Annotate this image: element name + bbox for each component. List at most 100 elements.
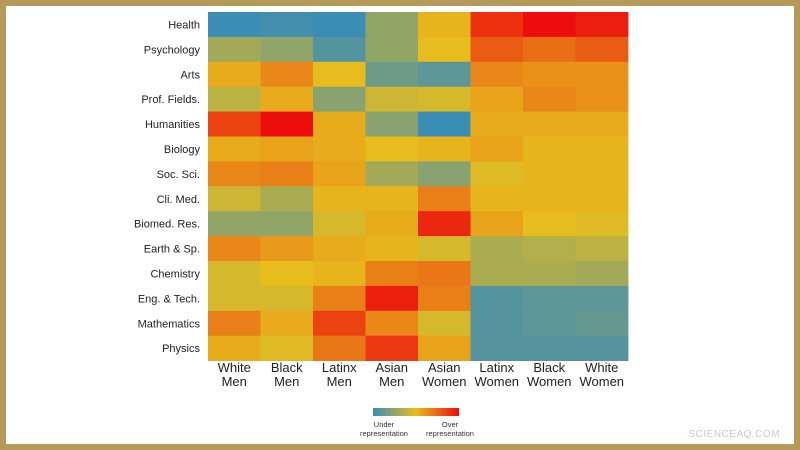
legend-color-bar [373,408,459,416]
heatmap-cell [575,12,629,38]
column-label: Black [271,360,303,375]
heatmap-cell [575,61,629,88]
column-label: Women [527,374,572,389]
heatmap-cell [418,285,471,312]
heatmap-cell [260,136,314,162]
heatmap-cell [260,86,314,112]
heatmap-cell [208,236,261,262]
heatmap-cell [260,236,314,262]
heatmap-cell [260,61,314,88]
heatmap-cell [365,236,419,262]
heatmap-cell [575,111,629,137]
heatmap-cell [260,111,314,137]
heatmap-cell [313,285,366,312]
heatmap-cell [418,211,471,237]
heatmap-cell [470,136,524,162]
heatmap-chart: Health Psychology Arts Prof. Fields. Humanit… [134,12,629,438]
heatmap-cell [418,186,471,212]
heatmap-cell [208,136,261,162]
heatmap-cell [575,236,629,262]
heatmap-cell [313,310,366,337]
heatmap-cell [313,236,366,262]
heatmap-cell [418,36,471,63]
heatmap-cell [313,161,366,187]
heatmap-cell [313,86,366,112]
heatmap-cell [260,310,314,337]
column-labels: WhiteMenBlackMenLatinxMenAsianMenAsianWo… [218,360,624,389]
heatmap-cell [523,136,576,162]
heatmap-cell [470,211,524,237]
row-label: Earth & Sp. [144,244,200,256]
heatmap-cell [260,161,314,187]
heatmap-cell [418,310,471,337]
legend-low-label-line2: representation [360,429,408,438]
row-label: Mathematics [138,318,201,330]
heatmap-cell [470,310,524,337]
row-label: Eng. & Tech. [138,293,200,305]
heatmap-cell [523,161,576,187]
color-legend: Under representation Over representation [360,408,474,438]
heatmap-cell [208,111,261,137]
column-label: Black [533,360,565,375]
heatmap-cell [470,111,524,137]
heatmap-cell [575,261,629,287]
heatmap-cell [208,335,261,361]
heatmap-cell [365,186,419,212]
heatmap-cell [313,111,366,137]
row-label: Biology [164,144,201,156]
row-label: Soc. Sci. [157,169,200,181]
row-label: Biomed. Res. [134,219,200,231]
heatmap-cell [575,285,629,312]
heatmap-cell [470,335,524,361]
column-label: Latinx [322,360,357,375]
heatmap-cell [523,111,576,137]
heatmap-cell [208,310,261,337]
column-label: Asian [428,360,461,375]
heatmap-cell [208,186,261,212]
heatmap-cell [208,36,261,63]
column-label: Men [379,374,404,389]
heatmap-cell [523,310,576,337]
heatmap-cell [418,111,471,137]
heatmap-cell [313,335,366,361]
heatmap-cell [208,161,261,187]
heatmap-cell [260,186,314,212]
heatmap-cell [523,186,576,212]
slide-frame: Health Psychology Arts Prof. Fields. Humanit… [6,6,794,444]
heatmap-cell [575,86,629,112]
heatmap-cell [418,236,471,262]
heatmap-cell [208,61,261,88]
legend-low-label-line1: Under [374,420,395,429]
heatmap-cell [313,136,366,162]
heatmap-cell [313,211,366,237]
heatmap-cell [523,86,576,112]
row-label: Humanities [145,119,201,131]
heatmap-cell [365,285,419,312]
heatmap-cell [365,12,419,38]
column-label: Latinx [479,360,514,375]
heatmap-cell [523,335,576,361]
column-label: Men [274,374,299,389]
column-label: Men [222,374,247,389]
heatmap-cell [523,211,576,237]
legend-high-label-line2: representation [426,429,474,438]
heatmap-cell [313,36,366,63]
heatmap-cell [470,61,524,88]
heatmap-cells [208,12,629,361]
heatmap-cell [365,61,419,88]
heatmap-cell [575,161,629,187]
heatmap-cell [365,261,419,287]
heatmap-cell [575,310,629,337]
heatmap-cell [523,261,576,287]
heatmap-cell [365,111,419,137]
heatmap-cell [523,12,576,38]
heatmap-cell [523,236,576,262]
heatmap-cell [365,136,419,162]
row-label: Psychology [144,44,201,56]
heatmap-cell [260,261,314,287]
heatmap-cell [575,335,629,361]
row-label: Cli. Med. [157,194,200,206]
column-label: Asian [375,360,408,375]
row-label: Arts [180,69,200,81]
heatmap-cell [575,136,629,162]
